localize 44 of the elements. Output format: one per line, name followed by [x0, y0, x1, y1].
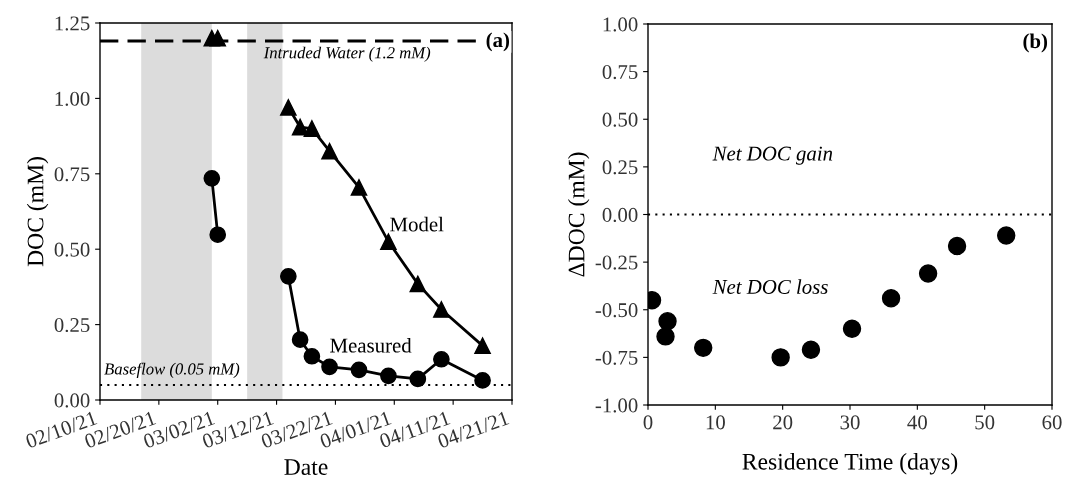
series-label: Measured	[330, 337, 412, 353]
y-tick-label: 0.75	[602, 65, 638, 80]
y-tick-label: -0.25	[595, 255, 638, 270]
y-tick-label: -0.75	[595, 350, 638, 365]
point	[801, 340, 821, 359]
point	[997, 226, 1016, 245]
x-axis-title: Residence Time (days)	[742, 453, 958, 475]
y-axis-title: ΔDOC (mM)	[567, 152, 590, 277]
annotation: (a)	[486, 32, 510, 52]
series-label: Model	[390, 216, 444, 232]
y-tick-label: 0.50	[602, 112, 638, 127]
x-tick-label: 50	[975, 415, 995, 430]
x-axis-title: Date	[284, 459, 328, 475]
point	[881, 289, 901, 308]
point	[658, 311, 677, 331]
y-tick-label: 0.75	[54, 167, 90, 182]
ref-line-label: Intruded Water (1.2 mM)	[263, 46, 431, 62]
y-tick-label: 0.25	[54, 317, 90, 333]
x-tick-label: 20	[773, 415, 793, 430]
point	[947, 236, 967, 256]
y-tick-label: 0.00	[602, 207, 638, 223]
y-tick-label: 1.00	[55, 91, 90, 106]
annotation: Net DOC loss	[712, 279, 828, 294]
y-tick-label: 0.25	[602, 160, 638, 175]
point	[771, 348, 790, 367]
y-tick-label: 0.50	[54, 242, 90, 257]
y-tick-label: -0.50	[595, 303, 638, 318]
y-tick-label: -1.00	[595, 398, 638, 413]
y-tick-label: 1.00	[603, 17, 638, 32]
y-tick-label: 1.25	[55, 16, 90, 31]
ref-line-label: Baseflow (0.05 mM)	[104, 362, 240, 378]
annotation: Net DOC gain	[712, 146, 833, 165]
x-tick-label: 30	[840, 415, 860, 430]
point	[656, 327, 675, 346]
x-tick-label: 0	[643, 415, 653, 430]
x-tick-label: 40	[907, 415, 927, 430]
x-tick-label: 60	[1042, 415, 1062, 430]
x-tick-label: 10	[706, 415, 725, 430]
y-tick-label: 0.00	[54, 393, 90, 408]
annotation: (b)	[1023, 33, 1048, 53]
point	[918, 264, 938, 283]
point	[842, 319, 862, 339]
point	[694, 338, 713, 358]
y-axis-title: DOC (mM)	[26, 157, 49, 267]
